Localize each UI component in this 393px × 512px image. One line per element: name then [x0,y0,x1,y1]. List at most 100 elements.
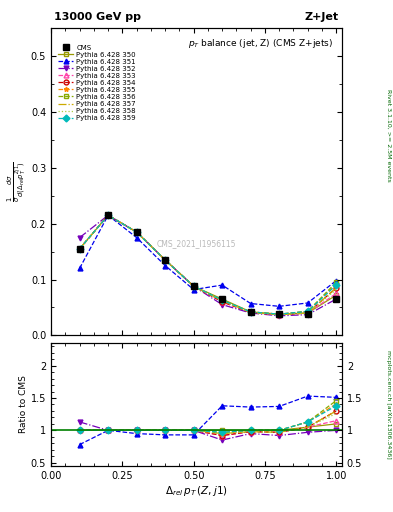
Legend: CMS, Pythia 6.428 350, Pythia 6.428 351, Pythia 6.428 352, Pythia 6.428 353, Pyt: CMS, Pythia 6.428 350, Pythia 6.428 351,… [57,44,136,122]
Pythia 6.428 357 [220,297,224,304]
Pythia 6.428 358 [334,287,338,293]
Pythia 6.428 357 [134,229,139,235]
Pythia 6.428 355 [334,281,338,287]
Line: Pythia 6.428 355: Pythia 6.428 355 [77,213,339,316]
Line: Pythia 6.428 353: Pythia 6.428 353 [77,213,339,317]
Pythia 6.428 358 [134,229,139,235]
Pythia 6.428 350 [220,296,224,302]
Pythia 6.428 359 [334,282,338,288]
Pythia 6.428 352 [277,313,281,319]
Pythia 6.428 359 [191,283,196,289]
Pythia 6.428 350 [334,292,338,298]
Pythia 6.428 353 [334,290,338,296]
Text: mcplots.cern.ch [arXiv:1306.3436]: mcplots.cern.ch [arXiv:1306.3436] [386,350,391,459]
Pythia 6.428 357 [277,312,281,318]
Pythia 6.428 350 [106,212,110,218]
Pythia 6.428 357 [77,246,82,252]
Pythia 6.428 358 [248,309,253,315]
Pythia 6.428 358 [305,310,310,316]
Pythia 6.428 352 [220,302,224,308]
Y-axis label: Ratio to CMS: Ratio to CMS [19,375,28,434]
CMS [220,296,224,302]
Pythia 6.428 356 [134,229,139,235]
Y-axis label: $\frac{1}{\sigma}\frac{d\sigma}{d(\Delta_{rel}p_T^{Zj1})}$: $\frac{1}{\sigma}\frac{d\sigma}{d(\Delta… [6,161,28,202]
CMS [191,283,196,289]
Text: $p_T$ balance (jet, Z) (CMS Z+jets): $p_T$ balance (jet, Z) (CMS Z+jets) [188,37,333,50]
Pythia 6.428 353 [106,212,110,218]
Pythia 6.428 351 [134,234,139,241]
Pythia 6.428 353 [77,246,82,252]
CMS [163,257,167,263]
Pythia 6.428 356 [248,309,253,315]
CMS [106,212,110,218]
CMS [277,311,281,317]
Pythia 6.428 357 [305,310,310,316]
Pythia 6.428 353 [277,312,281,318]
Pythia 6.428 355 [191,283,196,289]
CMS [248,309,253,315]
Pythia 6.428 358 [220,297,224,304]
Pythia 6.428 356 [77,246,82,252]
Line: Pythia 6.428 351: Pythia 6.428 351 [77,213,339,309]
Pythia 6.428 350 [277,311,281,317]
Pythia 6.428 354 [277,312,281,318]
Pythia 6.428 355 [277,311,281,317]
Line: Pythia 6.428 359: Pythia 6.428 359 [77,213,339,316]
Pythia 6.428 356 [220,297,224,303]
Line: CMS: CMS [76,212,340,317]
Pythia 6.428 358 [106,212,110,218]
Pythia 6.428 357 [191,283,196,289]
Pythia 6.428 350 [163,257,167,263]
Pythia 6.428 353 [248,309,253,315]
Pythia 6.428 359 [248,309,253,315]
Pythia 6.428 350 [134,229,139,235]
Pythia 6.428 358 [191,283,196,289]
Line: Pythia 6.428 354: Pythia 6.428 354 [77,213,339,317]
Pythia 6.428 359 [77,246,82,252]
Text: CMS_2021_I1956115: CMS_2021_I1956115 [157,239,236,248]
Pythia 6.428 355 [248,309,253,315]
Pythia 6.428 354 [163,257,167,263]
Text: Rivet 3.1.10, >= 2.5M events: Rivet 3.1.10, >= 2.5M events [386,89,391,182]
Pythia 6.428 359 [134,229,139,235]
Pythia 6.428 352 [77,234,82,241]
Pythia 6.428 351 [305,300,310,306]
Pythia 6.428 358 [277,312,281,318]
CMS [334,296,338,302]
Line: Pythia 6.428 352: Pythia 6.428 352 [77,213,339,318]
Pythia 6.428 350 [191,283,196,289]
Pythia 6.428 354 [248,309,253,315]
CMS [77,246,82,252]
Pythia 6.428 355 [106,212,110,218]
Text: 13000 GeV pp: 13000 GeV pp [54,12,141,22]
Pythia 6.428 356 [163,257,167,263]
Pythia 6.428 355 [77,246,82,252]
Pythia 6.428 352 [248,310,253,316]
Pythia 6.428 358 [163,257,167,263]
Pythia 6.428 357 [163,257,167,263]
Pythia 6.428 357 [334,285,338,291]
Pythia 6.428 351 [277,303,281,309]
Pythia 6.428 355 [220,297,224,304]
Pythia 6.428 356 [334,279,338,285]
Pythia 6.428 352 [191,283,196,289]
Pythia 6.428 351 [248,301,253,307]
Pythia 6.428 359 [163,257,167,263]
Pythia 6.428 357 [248,309,253,315]
Pythia 6.428 351 [334,278,338,284]
Pythia 6.428 359 [277,311,281,317]
Pythia 6.428 356 [305,308,310,314]
Pythia 6.428 350 [248,309,253,315]
Pythia 6.428 353 [305,310,310,316]
Pythia 6.428 351 [220,282,224,288]
Line: Pythia 6.428 357: Pythia 6.428 357 [80,215,336,315]
Pythia 6.428 354 [334,285,338,291]
Pythia 6.428 354 [106,212,110,218]
Pythia 6.428 351 [163,263,167,269]
Pythia 6.428 356 [277,311,281,317]
Pythia 6.428 355 [163,257,167,263]
Pythia 6.428 355 [305,308,310,314]
Line: Pythia 6.428 358: Pythia 6.428 358 [80,215,336,315]
Pythia 6.428 356 [106,212,110,218]
Pythia 6.428 350 [77,246,82,252]
